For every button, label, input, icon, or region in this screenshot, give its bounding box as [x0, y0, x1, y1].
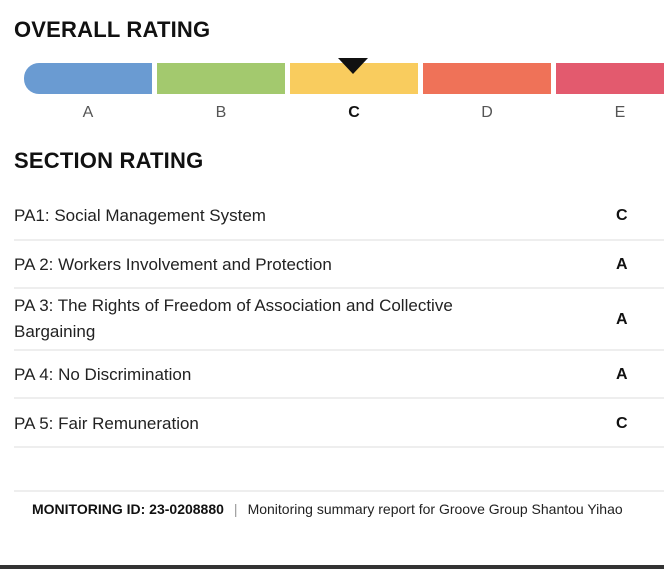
selected-rating-marker-icon	[338, 58, 368, 74]
report-footer: MONITORING ID: 23-0208880 | Monitoring sum…	[32, 501, 623, 517]
monitoring-id: MONITORING ID: 23-0208880	[32, 501, 224, 517]
section-row: PA1: Social Management System C	[14, 192, 664, 241]
rating-segment-a	[24, 63, 152, 94]
section-row-grade: C	[616, 207, 628, 224]
overall-rating-heading: OVERALL RATING	[14, 17, 211, 42]
section-row: PA 2: Workers Involvement and Protection…	[14, 241, 664, 289]
rating-label-c: C	[348, 104, 360, 121]
section-row: PA 4: No Discrimination A	[14, 351, 664, 399]
report-summary-text: Monitoring summary report for Groove Gro…	[247, 501, 623, 517]
section-row-grade: A	[616, 256, 628, 273]
rating-segment-b	[157, 63, 285, 94]
section-row-label: PA 5: Fair Remuneration	[14, 414, 199, 433]
section-row-label: PA1: Social Management System	[14, 206, 266, 225]
section-row-label: PA 3: The Rights of Freedom of Associati…	[14, 296, 453, 341]
section-row-grade: A	[616, 311, 628, 328]
rating-label-b: B	[215, 104, 227, 121]
section-row-label: PA 2: Workers Involvement and Protection	[14, 255, 332, 274]
footer-divider	[14, 490, 664, 492]
section-row: PA 5: Fair Remuneration C	[14, 399, 664, 448]
rating-segment-e	[556, 63, 664, 94]
rating-label-e: E	[614, 104, 626, 121]
section-row-grade: A	[616, 366, 628, 383]
overall-rating-bar	[24, 63, 664, 94]
page-bottom-edge	[0, 565, 664, 569]
section-row: PA 3: The Rights of Freedom of Associati…	[14, 289, 664, 351]
rating-segment-d	[423, 63, 551, 94]
rating-label-d: D	[481, 104, 493, 121]
section-row-label: PA 4: No Discrimination	[14, 365, 192, 384]
section-row-grade: C	[616, 415, 628, 432]
footer-separator: |	[233, 501, 238, 517]
section-rating-heading: SECTION RATING	[14, 148, 204, 173]
rating-label-a: A	[82, 104, 94, 121]
